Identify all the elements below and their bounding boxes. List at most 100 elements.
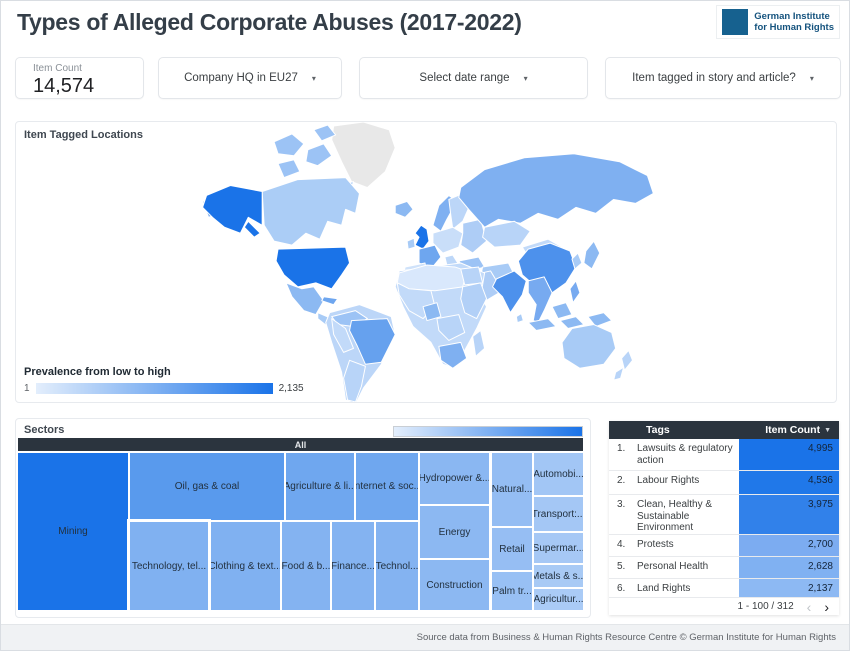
- map-country-peru[interactable]: [331, 318, 355, 353]
- map-country-new-zealand[interactable]: [613, 349, 634, 381]
- treemap-cell-technol[interactable]: Technol...: [376, 522, 418, 610]
- map-country-canada[interactable]: [261, 177, 360, 246]
- map-region-canada-arctic[interactable]: [273, 124, 355, 194]
- sectors-title: Sectors: [24, 424, 65, 436]
- map-country-egypt[interactable]: [460, 266, 484, 286]
- treemap-cell-hydropower[interactable]: Hydropower &...: [420, 453, 489, 504]
- map-country-sri-lanka[interactable]: [515, 313, 524, 324]
- treemap-cell-label: Mining: [58, 526, 88, 537]
- map-region-central-europe[interactable]: [432, 226, 464, 254]
- row-item-count-bar: 2,137: [739, 579, 839, 597]
- item-count-column-header[interactable]: Item Count ▼: [765, 424, 831, 436]
- treemap-cell-retail[interactable]: Retail: [492, 528, 532, 570]
- map-title: Item Tagged Locations: [24, 129, 143, 141]
- filter-story-article[interactable]: Item tagged in story and article? ▾: [605, 57, 841, 99]
- row-item-count-bar: 2,700: [739, 535, 839, 556]
- map-country-russia[interactable]: [458, 153, 654, 228]
- map-country-iceland[interactable]: [394, 200, 414, 218]
- map-country-argentina[interactable]: [343, 359, 366, 402]
- table-row[interactable]: 1. Lawsuits & regulatory action 4,995: [609, 439, 839, 471]
- tags-table-header: Tags Item Count ▼: [609, 421, 839, 439]
- row-tag-label: Land Rights: [637, 583, 691, 594]
- map-country-brazil[interactable]: [349, 318, 396, 365]
- item-count-card: Item Count 14,574: [15, 57, 144, 99]
- treemap-cell-energy[interactable]: Energy: [420, 506, 489, 558]
- treemap-cell-agriculture-li[interactable]: Agriculture & li...: [286, 453, 354, 520]
- treemap-cell-internet-soc[interactable]: Internet & soc...: [356, 453, 418, 520]
- map-country-philippines[interactable]: [569, 280, 581, 304]
- map-region-east-africa[interactable]: [460, 282, 488, 320]
- treemap-cell-oil-gas-coal[interactable]: Oil, gas & coal: [130, 453, 284, 520]
- footer: Source data from Business & Human Rights…: [1, 624, 849, 650]
- map-region-alaska[interactable]: [202, 185, 263, 238]
- treemap-cell-palm-tr[interactable]: Palm tr...: [492, 572, 532, 610]
- treemap-cell-finance[interactable]: Finance...: [332, 522, 374, 610]
- map-country-madagascar[interactable]: [472, 330, 486, 357]
- map-country-greenland[interactable]: [331, 122, 396, 189]
- footer-source-text: Source data from Business & Human Rights…: [416, 632, 836, 643]
- map-country-papua-new-guinea[interactable]: [587, 312, 613, 328]
- treemap-cell-natural[interactable]: Natural...: [492, 453, 532, 526]
- treemap-cell-metals-s[interactable]: Metals & s...: [534, 565, 583, 587]
- treemap-cell-label: Construction: [426, 579, 483, 591]
- table-row[interactable]: 3. Clean, Healthy & Sustainable Environme…: [609, 495, 839, 535]
- page-title: Types of Alleged Corporate Abuses (2017-…: [17, 9, 522, 35]
- chevron-down-icon: ▾: [523, 73, 528, 83]
- pagination-next-button[interactable]: ›: [824, 598, 829, 615]
- treemap-cell-label: Transport:...: [534, 508, 583, 520]
- row-item-count-bar: 4,536: [739, 471, 839, 494]
- treemap-cell-supermar[interactable]: Supermar...: [534, 533, 583, 563]
- treemap-cell-food-b[interactable]: Food & b...: [282, 522, 330, 610]
- treemap-cell-agricultur[interactable]: Agricultur...: [534, 589, 583, 610]
- table-row[interactable]: 4. Protests 2,700: [609, 535, 839, 557]
- treemap-cell-technology-tel[interactable]: Technology, tel...: [127, 519, 211, 613]
- treemap-cell-label: Retail: [499, 543, 525, 555]
- map-country-drc[interactable]: [436, 314, 466, 341]
- map-country-korea[interactable]: [571, 252, 583, 270]
- logo-line2: for Human Rights: [754, 22, 834, 33]
- treemap-cell-label: Oil, gas & coal: [174, 481, 240, 492]
- row-rank: 1.: [617, 443, 626, 454]
- treemap-cell-label: Clothing & text...: [210, 560, 280, 572]
- row-tag-label: Protests: [637, 539, 674, 550]
- map-country-kazakhstan[interactable]: [482, 220, 531, 248]
- treemap-cell-automobi[interactable]: Automobi...: [534, 453, 583, 495]
- treemap-root-all[interactable]: All: [18, 438, 583, 451]
- treemap-cell-label: Food & b...: [282, 560, 330, 572]
- treemap-cell-clothing-text[interactable]: Clothing & text...: [210, 522, 280, 610]
- pagination-prev-button[interactable]: ‹: [806, 598, 812, 615]
- map-country-cuba[interactable]: [321, 296, 339, 306]
- table-row[interactable]: 6. Land Rights 2,137: [609, 579, 839, 598]
- treemap-cell-transport[interactable]: Transport:...: [534, 497, 583, 531]
- chevron-down-icon: ▾: [809, 73, 814, 83]
- map-country-usa[interactable]: [275, 246, 351, 290]
- treemap-cell-mining[interactable]: Mining: [18, 453, 128, 610]
- filter-company-hq[interactable]: Company HQ in EU27 ▾: [158, 57, 342, 99]
- map-legend: Prevalence from low to high 1 2,135: [24, 366, 304, 394]
- table-row[interactable]: 2. Labour Rights 4,536: [609, 471, 839, 495]
- map-country-south-africa[interactable]: [438, 341, 468, 369]
- map-country-japan[interactable]: [583, 240, 601, 270]
- chevron-down-icon: ▾: [311, 73, 316, 83]
- map-country-india[interactable]: [492, 270, 527, 314]
- map-country-indonesia[interactable]: [527, 302, 585, 332]
- map-country-ireland[interactable]: [406, 237, 416, 250]
- treemap-cell-label: Finance...: [332, 560, 374, 572]
- map-country-uk[interactable]: [414, 224, 430, 250]
- row-tag-label: Labour Rights: [637, 475, 700, 486]
- row-rank: 5.: [617, 561, 626, 572]
- world-map[interactable]: [16, 122, 836, 402]
- row-tag-label: Lawsuits & regulatory action: [637, 443, 733, 466]
- treemap-cell-label: Automobi...: [534, 468, 583, 480]
- map-country-mexico[interactable]: [285, 282, 325, 316]
- row-rank: 2.: [617, 475, 626, 486]
- treemap-cell-construction[interactable]: Construction: [420, 560, 489, 610]
- filter-date-range-label: Select date range: [419, 72, 510, 84]
- row-tag-label: Personal Health: [637, 561, 709, 572]
- logo-text: German Institute for Human Rights: [754, 11, 834, 33]
- row-tag-label: Clean, Healthy & Sustainable Environment: [637, 499, 713, 533]
- map-country-nigeria[interactable]: [422, 302, 442, 322]
- map-country-australia[interactable]: [561, 324, 617, 369]
- filter-date-range[interactable]: Select date range ▾: [359, 57, 588, 99]
- table-row[interactable]: 5. Personal Health 2,628: [609, 557, 839, 579]
